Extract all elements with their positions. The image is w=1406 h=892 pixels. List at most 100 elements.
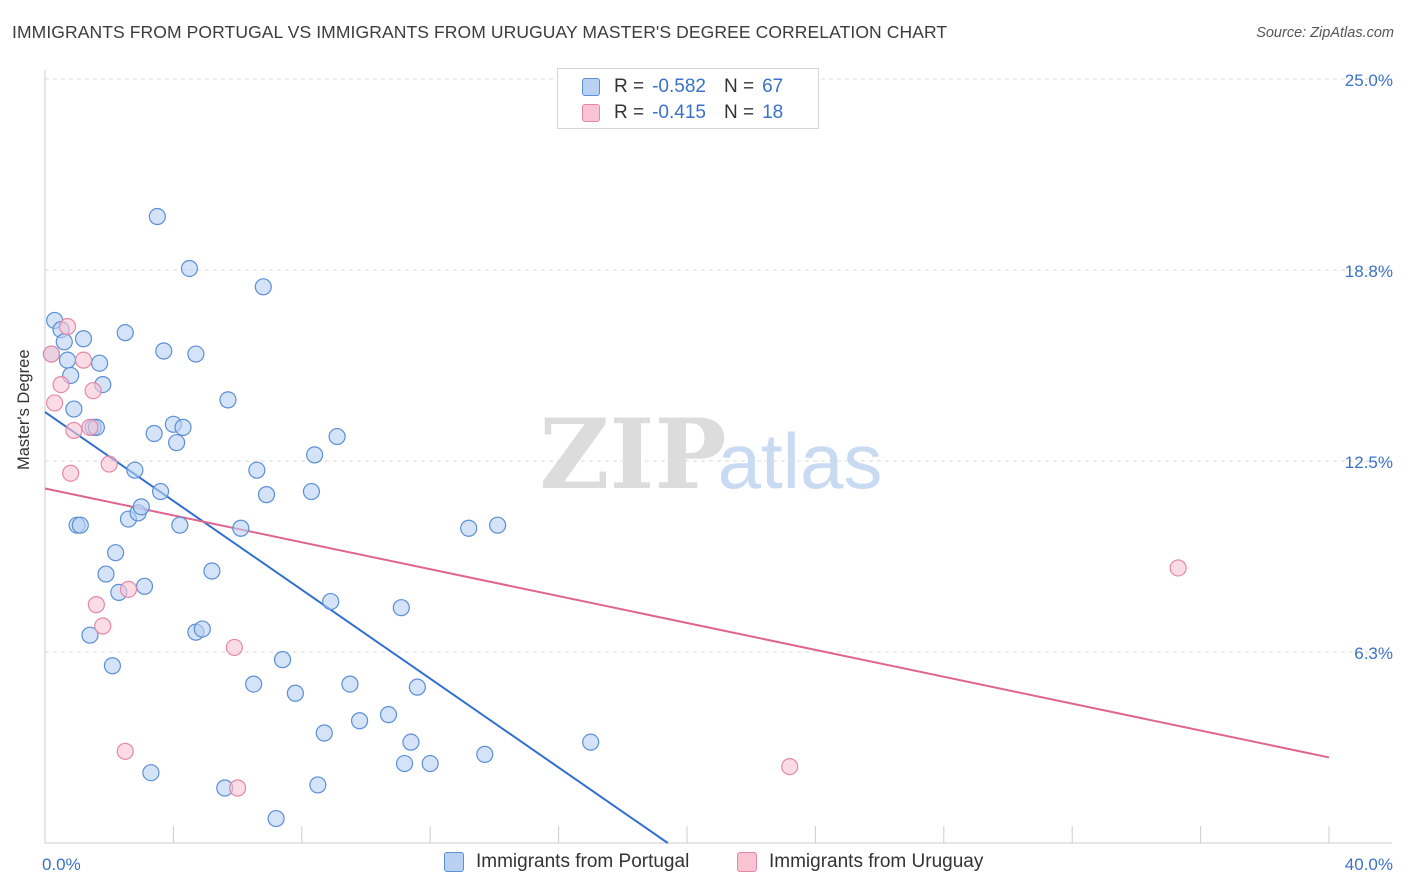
portugal-point-43 (248, 461, 266, 479)
portugal-point-59 (395, 754, 414, 773)
legend-item-uruguay[interactable]: Immigrants from Uruguay (737, 851, 983, 873)
uruguay-point-12 (116, 742, 134, 760)
portugal-point-45 (257, 486, 276, 504)
x-tick-label-1: 40.0% (1345, 855, 1393, 874)
portugal-point-66 (582, 733, 600, 751)
uruguay-point-6 (74, 351, 93, 369)
portugal-point-63 (460, 519, 478, 537)
y-tick-label-2: 18.8% (1345, 262, 1393, 281)
portugal-point-19 (116, 324, 134, 342)
portugal-point-15 (97, 565, 115, 583)
portugal-point-35 (187, 345, 205, 363)
data-points (42, 207, 1187, 828)
portugal-point-32 (171, 516, 189, 534)
uruguay-point-10 (94, 617, 112, 635)
portugal-point-29 (155, 342, 173, 360)
series-legend: Immigrants from Portugal Immigrants from… (0, 851, 1406, 877)
trendlines (44, 411, 1330, 844)
y-tick-label-3: 25.0% (1345, 71, 1393, 90)
portugal-point-44 (254, 278, 272, 296)
uruguay-point-9 (87, 596, 105, 614)
portugal-point-13 (90, 354, 109, 372)
uruguay-trendline (44, 487, 1330, 759)
uruguay-point-15 (229, 779, 247, 797)
y-tick-label-0: 6.3% (1354, 644, 1393, 663)
portugal-point-34 (180, 259, 199, 278)
r-label: R = (614, 102, 645, 123)
stats-legend: R = -0.582 N = 67 R = -0.415 N = 18 (557, 68, 819, 129)
n-label: N = (723, 102, 755, 123)
watermark-zip: ZIP (539, 398, 726, 511)
x-tick-label-0: 0.0% (42, 855, 81, 874)
uruguay-point-17 (1169, 559, 1187, 577)
uruguay-legend-swatch (737, 852, 757, 872)
uruguay-point-3 (58, 317, 77, 336)
legend-label-uruguay: Immigrants from Uruguay (769, 851, 984, 872)
chart-title: IMMIGRANTS FROM PORTUGAL VS IMMIGRANTS F… (12, 22, 948, 42)
watermark-atlas: atlas (718, 417, 883, 505)
r-value-uruguay: -0.415 (652, 102, 706, 123)
axes (44, 70, 1392, 844)
uruguay-point-14 (225, 638, 243, 657)
uruguay-point-4 (62, 464, 80, 482)
n-label: N = (723, 76, 755, 97)
gridlines (45, 78, 1392, 653)
n-value-portugal: 67 (762, 76, 784, 97)
portugal-point-33 (174, 418, 192, 436)
portugal-point-61 (408, 678, 426, 696)
portugal-point-38 (203, 562, 221, 580)
uruguay-point-0 (42, 345, 61, 363)
portugal-point-21 (126, 461, 144, 479)
portugal-point-52 (315, 724, 333, 742)
portugal-point-28 (151, 482, 170, 501)
portugal-point-64 (476, 745, 494, 763)
portugal-point-47 (273, 651, 292, 669)
uruguay-point-16 (781, 757, 799, 776)
portugal-point-55 (341, 675, 359, 693)
portugal-point-41 (232, 519, 250, 537)
portugal-point-60 (402, 733, 420, 751)
stats-legend-row-uruguay: R = -0.415 N = 18 (582, 102, 783, 124)
portugal-point-26 (145, 424, 163, 443)
portugal-point-62 (421, 754, 439, 773)
uruguay-point-2 (52, 376, 70, 394)
portugal-point-57 (379, 706, 398, 724)
portugal-point-9 (74, 330, 93, 348)
portugal-point-24 (135, 577, 154, 595)
portugal-point-37 (193, 620, 211, 638)
uruguay-point-7 (81, 418, 99, 436)
portugal-trendline (44, 411, 669, 844)
portugal-point-6 (65, 400, 83, 418)
portugal-point-27 (148, 207, 166, 226)
portugal-point-23 (132, 498, 150, 516)
portugal-point-17 (107, 544, 125, 562)
portugal-swatch (582, 78, 600, 96)
portugal-point-8 (71, 516, 89, 534)
r-label: R = (614, 76, 645, 97)
portugal-point-65 (489, 516, 507, 534)
uruguay-point-1 (46, 394, 64, 412)
portugal-point-50 (306, 446, 324, 464)
uruguay-point-5 (65, 421, 83, 440)
r-value-portugal: -0.582 (652, 76, 706, 97)
portugal-point-16 (103, 657, 122, 675)
portugal-point-49 (302, 482, 321, 501)
portugal-point-53 (322, 592, 340, 611)
portugal-legend-swatch (444, 852, 464, 872)
legend-item-portugal[interactable]: Immigrants from Portugal (444, 851, 689, 873)
source-label: Source: ZipAtlas.com (1256, 25, 1394, 41)
legend-label-portugal: Immigrants from Portugal (476, 851, 690, 872)
y-tick-label-1: 12.5% (1345, 453, 1393, 472)
portugal-point-54 (328, 427, 346, 446)
portugal-point-39 (219, 391, 237, 409)
portugal-point-58 (392, 599, 410, 617)
portugal-point-56 (350, 712, 369, 730)
portugal-point-51 (309, 776, 327, 794)
portugal-point-25 (142, 764, 160, 782)
portugal-point-10 (81, 626, 99, 644)
portugal-point-48 (286, 684, 304, 702)
portugal-point-42 (245, 675, 263, 693)
uruguay-swatch (582, 104, 600, 122)
